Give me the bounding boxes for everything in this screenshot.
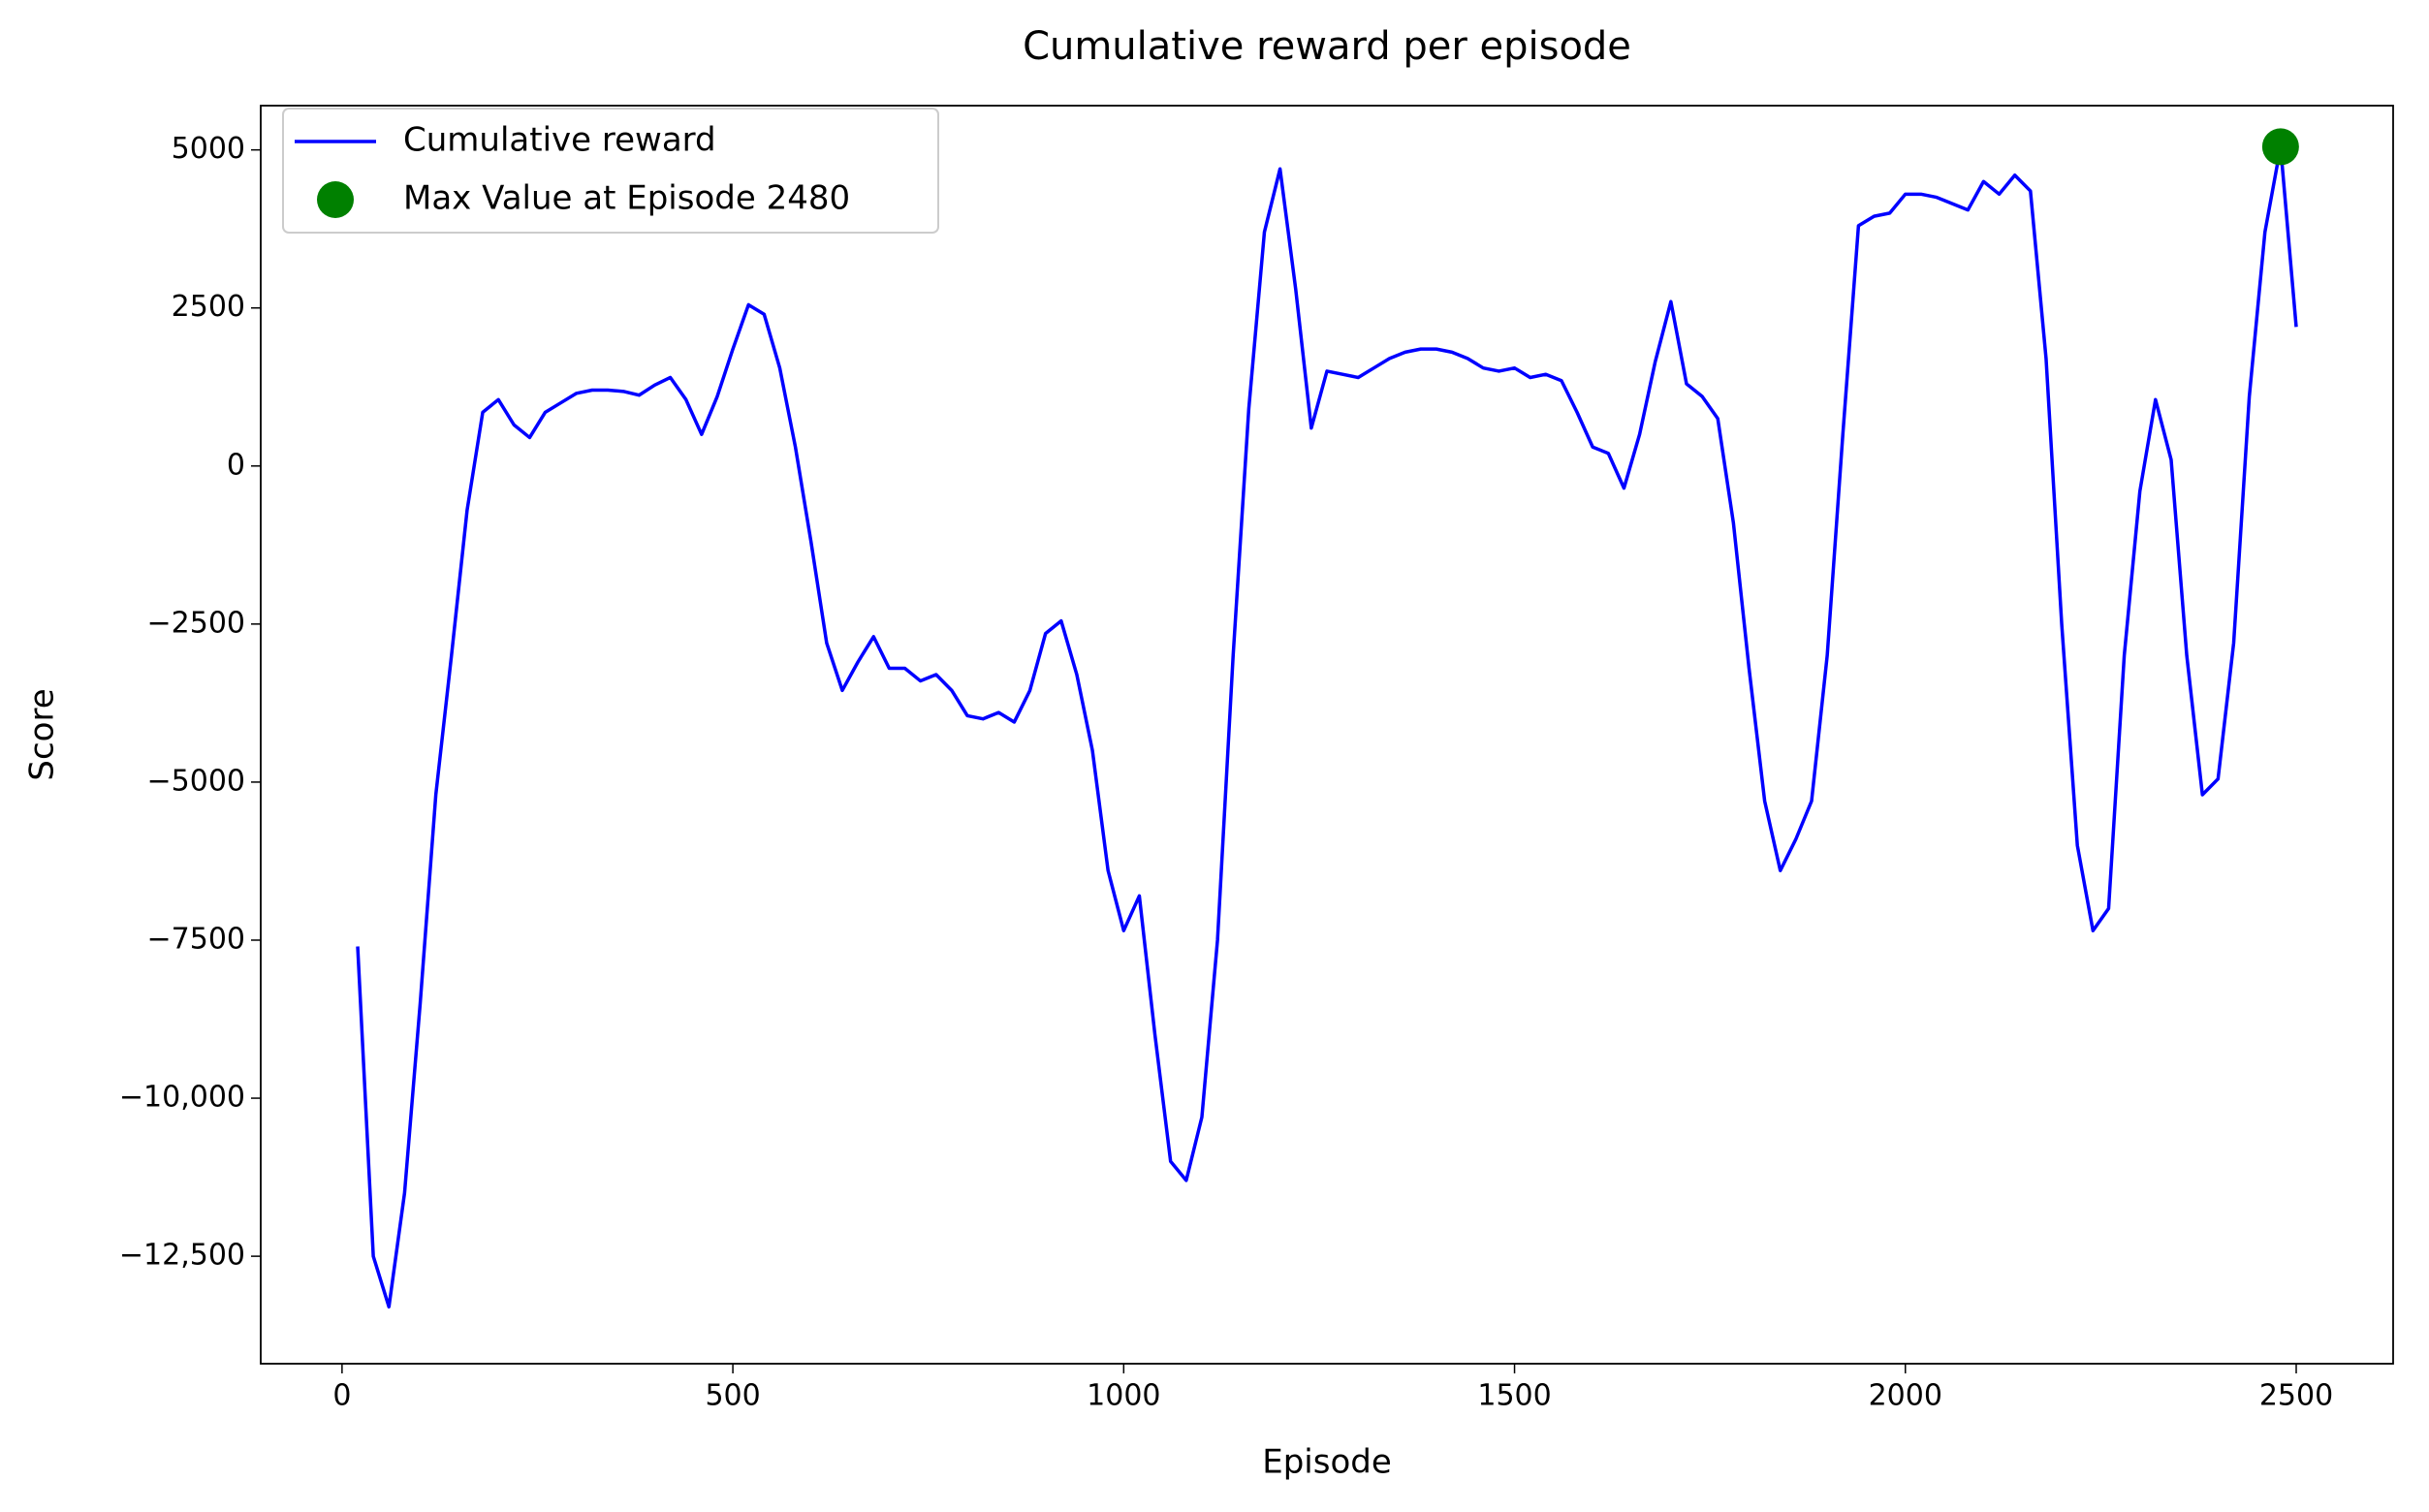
scatter-point (2261, 128, 2299, 166)
y-tick-label: −5000 (147, 764, 245, 798)
plot-frame (260, 105, 2394, 1365)
y-tick-label: 5000 (172, 132, 245, 166)
legend-label: Cumulative reward (403, 121, 716, 160)
y-tick-label: −12,500 (119, 1239, 245, 1273)
legend-label: Max Value at Episode 2480 (403, 179, 850, 218)
line-series (356, 144, 2298, 1309)
y-tick-label: 0 (227, 448, 245, 482)
chart-title: Cumulative reward per episode (1023, 24, 1631, 69)
legend-marker (317, 181, 354, 218)
x-tick-label: 2000 (1869, 1379, 1942, 1413)
x-tick-label: 0 (332, 1379, 351, 1413)
x-tick-label: 2500 (2259, 1379, 2333, 1413)
y-tick-label: 2500 (172, 290, 245, 324)
y-tick-label: −7500 (147, 922, 245, 956)
y-tick-label: −2500 (147, 606, 245, 640)
x-tick-label: 1500 (1477, 1379, 1551, 1413)
x-tick-label: 500 (705, 1379, 760, 1413)
y-axis-label: Score (23, 688, 62, 780)
x-tick-label: 1000 (1087, 1379, 1160, 1413)
y-tick-label: −10,000 (119, 1081, 245, 1115)
x-axis-label: Episode (1262, 1443, 1392, 1482)
legend-box (282, 108, 939, 234)
